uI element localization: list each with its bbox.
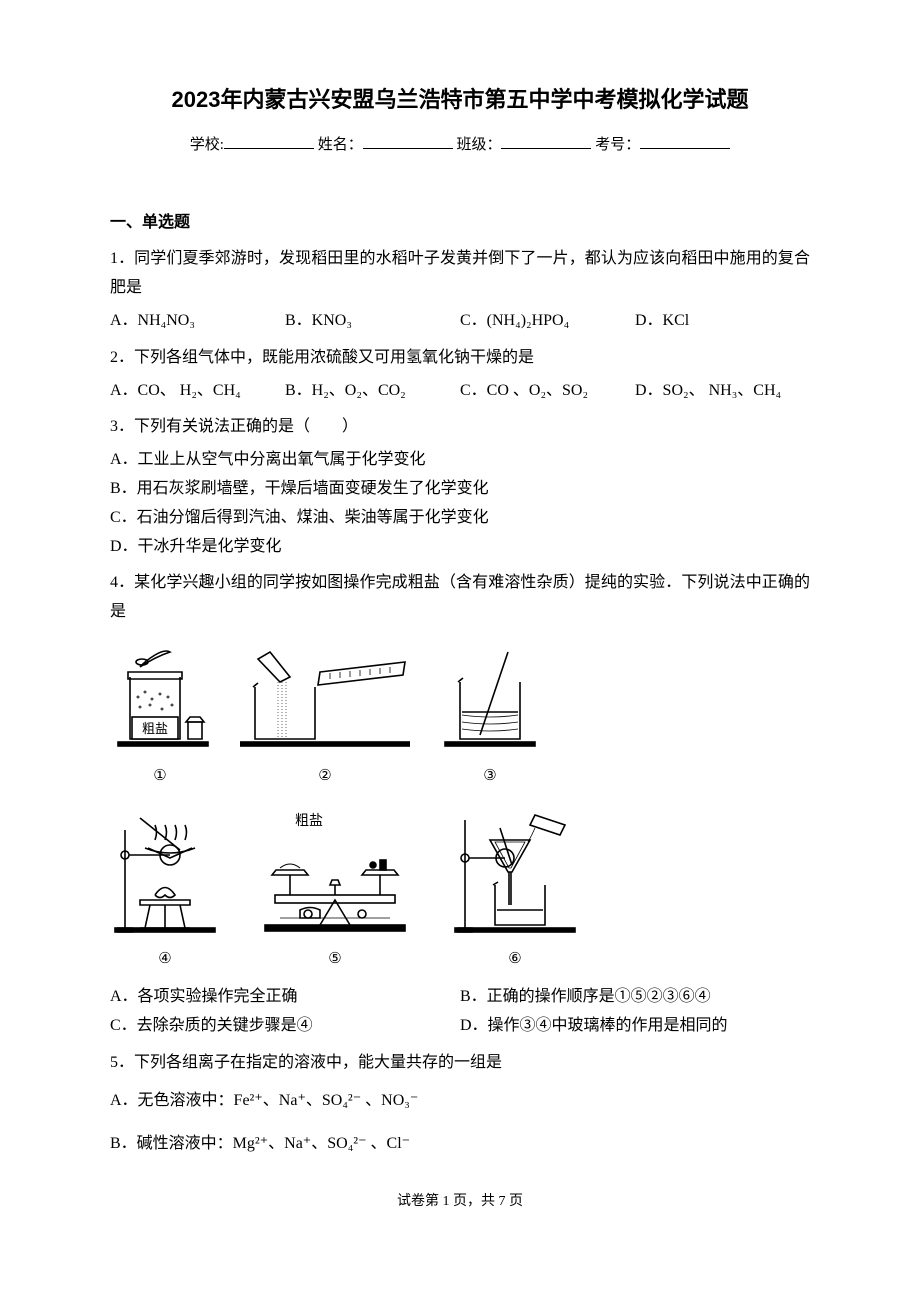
figure-label: ⑤ (328, 946, 341, 973)
question-1: 1．同学们夏季郊游时，发现稻田里的水稻叶子发黄并倒下了一片，都认为应该向稻田中施… (110, 245, 810, 335)
question-stem: 3．下列有关说法正确的是（ ） (110, 413, 810, 442)
figure-label: ② (318, 763, 331, 790)
svg-text:粗盐: 粗盐 (142, 721, 168, 736)
figure-row-2: ④ 粗盐 (110, 810, 810, 973)
exam-title: 2023年内蒙古兴安盟乌兰浩特市第五中学中考模拟化学试题 (110, 80, 810, 120)
option-d: D．SO₂、 NH₃、CH₄ (635, 377, 810, 406)
option-d: D．操作③④中玻璃棒的作用是相同的 (460, 1012, 810, 1041)
examno-label: 考号： (595, 137, 640, 153)
options: A．无色溶液中：Fe²⁺、Na⁺、SO₄²⁻ 、NO₃⁻ B．碱性溶液中：Mg²… (110, 1087, 810, 1159)
option-c: C．去除杂质的关键步骤是④ (110, 1012, 460, 1041)
option-b: B．H₂、O₂、CO₂ (285, 377, 460, 406)
question-2: 2．下列各组气体中，既能用浓硫酸又可用氢氧化钠干燥的是 A．CO、 H₂、CH₄… (110, 344, 810, 406)
pour-beaker-icon (240, 647, 410, 757)
stir-beaker-icon (440, 647, 540, 757)
class-blank[interactable] (501, 134, 591, 149)
options: A．各项实验操作完全正确 B．正确的操作顺序是①⑤②③⑥④ C．去除杂质的关键步… (110, 983, 810, 1041)
question-stem: 1．同学们夏季郊游时，发现稻田里的水稻叶子发黄并倒下了一片，都认为应该向稻田中施… (110, 245, 810, 303)
figure-row-1: 粗盐 ① (110, 647, 810, 790)
figure-label: ⑥ (508, 946, 521, 973)
question-stem: 4．某化学兴趣小组的同学按如图操作完成粗盐（含有难溶性杂质）提纯的实验．下列说法… (110, 569, 810, 627)
figure-5: 粗盐 (250, 810, 420, 973)
name-label: 姓名： (318, 137, 363, 153)
options: A．NH₄NO₃ B．KNO₃ C．(NH₄)₂HPO₄ D．KCl (110, 307, 810, 336)
school-blank[interactable] (224, 134, 314, 149)
name-blank[interactable] (363, 134, 453, 149)
jar-icon: 粗盐 (110, 647, 210, 757)
option-a: A．CO、 H₂、CH₄ (110, 377, 285, 406)
figure-6: ⑥ (450, 810, 580, 973)
evaporation-icon (110, 810, 220, 940)
options: A．CO、 H₂、CH₄ B．H₂、O₂、CO₂ C．CO 、O₂、SO₂ D．… (110, 377, 810, 406)
option-b: B．碱性溶液中：Mg²⁺、Na⁺、SO₄²⁻ 、Cl⁻ (110, 1130, 810, 1159)
class-label: 班级： (456, 137, 501, 153)
svg-text:粗盐: 粗盐 (295, 813, 323, 829)
section-heading: 一、单选题 (110, 209, 810, 238)
option-b: B．用石灰浆刷墙壁，干燥后墙面变硬发生了化学变化 (110, 475, 810, 504)
question-3: 3．下列有关说法正确的是（ ） A．工业上从空气中分离出氧气属于化学变化 B．用… (110, 413, 810, 561)
option-c: C．(NH₄)₂HPO₄ (460, 307, 635, 336)
figure-label: ① (153, 763, 166, 790)
option-a: A．NH₄NO₃ (110, 307, 285, 336)
figure-1: 粗盐 ① (110, 647, 210, 790)
option-d: D．干冰升华是化学变化 (110, 533, 810, 562)
question-stem: 5．下列各组离子在指定的溶液中，能大量共存的一组是 (110, 1049, 810, 1078)
figure-2: ② (240, 647, 410, 790)
option-b: B．正确的操作顺序是①⑤②③⑥④ (460, 983, 810, 1012)
option-a: A．无色溶液中：Fe²⁺、Na⁺、SO₄²⁻ 、NO₃⁻ (110, 1087, 810, 1116)
option-c: C．CO 、O₂、SO₂ (460, 377, 635, 406)
figure-label: ④ (158, 946, 171, 973)
balance-icon: 粗盐 (250, 810, 420, 940)
option-a: A．工业上从空气中分离出氧气属于化学变化 (110, 446, 810, 475)
examno-blank[interactable] (640, 134, 730, 149)
options: A．工业上从空气中分离出氧气属于化学变化 B．用石灰浆刷墙壁，干燥后墙面变硬发生… (110, 446, 810, 561)
page-footer: 试卷第 1 页，共 7 页 (110, 1189, 810, 1214)
figure-3: ③ (440, 647, 540, 790)
question-4: 4．某化学兴趣小组的同学按如图操作完成粗盐（含有难溶性杂质）提纯的实验．下列说法… (110, 569, 810, 1040)
question-stem: 2．下列各组气体中，既能用浓硫酸又可用氢氧化钠干燥的是 (110, 344, 810, 373)
filtration-icon (450, 810, 580, 940)
meta-line: 学校: 姓名： 班级： 考号： (110, 132, 810, 159)
school-label: 学校: (190, 137, 224, 153)
option-b: B．KNO₃ (285, 307, 460, 336)
option-c: C．石油分馏后得到汽油、煤油、柴油等属于化学变化 (110, 504, 810, 533)
option-a: A．各项实验操作完全正确 (110, 983, 460, 1012)
figure-label: ③ (483, 763, 496, 790)
question-5: 5．下列各组离子在指定的溶液中，能大量共存的一组是 A．无色溶液中：Fe²⁺、N… (110, 1049, 810, 1159)
option-d: D．KCl (635, 307, 810, 336)
figure-4: ④ (110, 810, 220, 973)
